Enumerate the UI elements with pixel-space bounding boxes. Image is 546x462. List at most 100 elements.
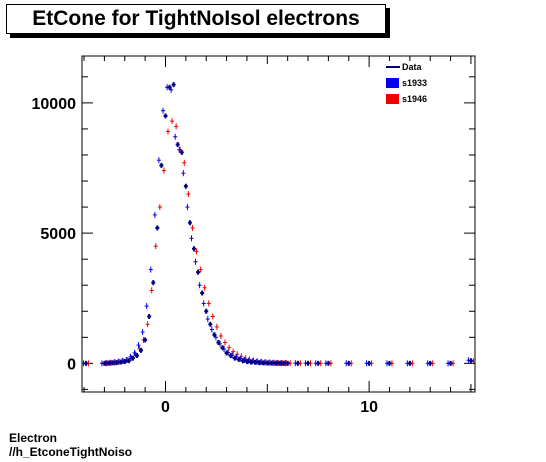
x-tick-label: 10 [360, 399, 378, 416]
point-Data [216, 340, 221, 346]
point-s1933 [136, 342, 141, 349]
point-s1946 [174, 123, 179, 130]
point-Data [367, 360, 372, 366]
point-Data [204, 308, 209, 314]
point-Data [265, 360, 270, 366]
point-Data [191, 246, 196, 252]
point-s1933 [140, 329, 145, 336]
point-s1933 [205, 316, 210, 323]
point-s1933 [177, 146, 182, 153]
point-Data [84, 360, 89, 366]
x-tick-label: 0 [161, 399, 170, 416]
point-Data [224, 350, 229, 356]
point-Data [122, 359, 127, 365]
point-s1946 [182, 159, 187, 166]
legend-label-Data: Data [402, 62, 423, 72]
point-s1933 [152, 211, 157, 218]
chart-title: EtCone for TightNoIsol electrons [6, 4, 386, 34]
legend-swatch-s1933 [386, 78, 399, 88]
point-s1946 [227, 344, 232, 351]
point-Data [143, 337, 148, 343]
point-Data [220, 345, 225, 351]
point-s1933 [193, 258, 198, 265]
point-Data [139, 347, 144, 353]
series-s1946 [86, 118, 476, 367]
footer: Electron //h_EtconeTightNoiso [9, 431, 132, 459]
point-s1933 [197, 282, 202, 289]
point-Data [228, 353, 233, 359]
point-Data [163, 113, 168, 119]
point-Data [114, 360, 119, 366]
data-marks [81, 82, 476, 367]
point-s1946 [149, 287, 154, 294]
point-Data [155, 225, 160, 231]
point-Data [151, 280, 156, 286]
point-Data [316, 360, 321, 366]
point-s1933 [132, 349, 137, 356]
point-Data [159, 162, 164, 168]
point-Data [187, 220, 192, 226]
point-s1933 [185, 204, 190, 211]
point-Data [387, 360, 392, 366]
footer-line-1: Electron [9, 431, 58, 445]
point-Data [407, 360, 412, 366]
point-Data [468, 358, 473, 364]
point-Data [306, 360, 311, 366]
point-Data [240, 358, 245, 364]
point-Data [232, 355, 237, 361]
point-s1933 [189, 235, 194, 242]
legend-swatch-s1946 [386, 94, 399, 104]
point-Data [134, 353, 139, 359]
footer-line-2: //h_EtconeTightNoiso [9, 445, 133, 459]
point-s1946 [194, 248, 199, 255]
point-Data [110, 360, 115, 366]
axes: 0 10 0 5000 10000 [32, 55, 476, 416]
point-Data [281, 360, 286, 366]
point-Data [295, 360, 300, 366]
point-s1946 [170, 118, 175, 125]
point-Data [200, 290, 205, 296]
legend-label-s1933: s1933 [402, 78, 427, 88]
point-Data [171, 82, 176, 88]
point-Data [167, 84, 172, 90]
series-Data [84, 82, 473, 366]
legend-label-s1946: s1946 [402, 94, 427, 104]
point-s1946 [206, 300, 211, 307]
point-Data [147, 313, 152, 319]
point-s1946 [165, 128, 170, 135]
point-s1933 [181, 170, 186, 177]
point-s1946 [202, 284, 207, 291]
point-Data [183, 183, 188, 189]
point-Data [346, 360, 351, 366]
point-Data [175, 142, 180, 148]
point-s1946 [161, 167, 166, 174]
point-Data [428, 360, 433, 366]
point-s1933 [209, 326, 214, 333]
point-s1933 [128, 353, 133, 360]
point-s1933 [144, 303, 149, 310]
point-Data [249, 359, 254, 365]
point-Data [257, 360, 262, 366]
point-s1946 [145, 321, 150, 328]
point-Data [253, 359, 258, 365]
point-Data [273, 360, 278, 366]
point-s1946 [231, 348, 236, 355]
point-Data [269, 360, 274, 366]
point-s1946 [223, 339, 228, 346]
point-s1946 [210, 313, 215, 320]
point-Data [236, 356, 241, 362]
point-Data [244, 359, 249, 365]
point-Data [326, 360, 331, 366]
point-Data [208, 321, 213, 327]
point-s1946 [214, 323, 219, 330]
point-s1946 [218, 333, 223, 339]
y-tick-label: 0 [67, 356, 76, 373]
point-Data [106, 360, 111, 366]
point-s1946 [186, 191, 191, 198]
point-s1933 [156, 157, 161, 164]
y-tick-label: 5000 [40, 226, 76, 243]
point-Data [179, 149, 184, 155]
point-Data [102, 360, 107, 366]
point-s1933 [173, 133, 178, 140]
